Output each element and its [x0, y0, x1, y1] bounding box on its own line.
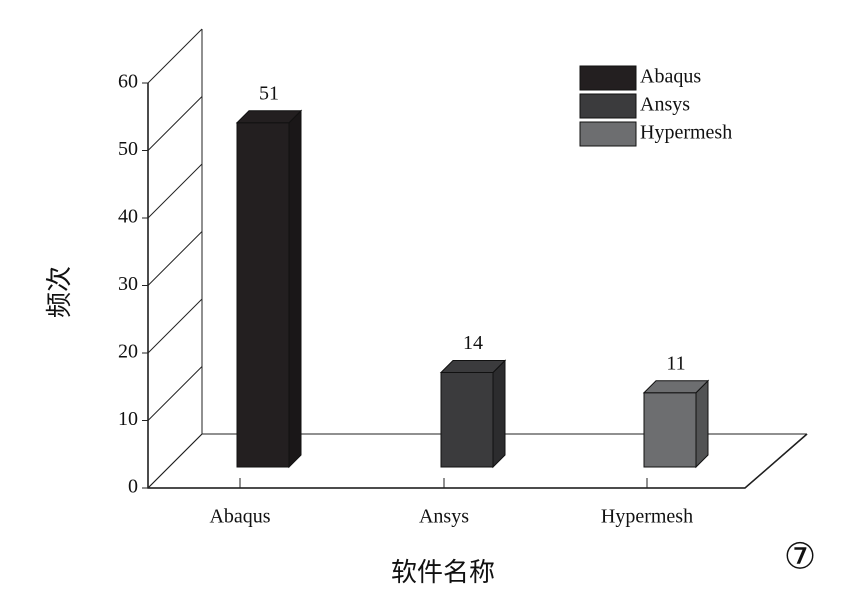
- grid-line: [147, 298, 203, 354]
- bar: [643, 392, 697, 468]
- bar-top: [642, 380, 710, 394]
- grid-line: [147, 163, 203, 219]
- legend-swatch: [579, 65, 637, 91]
- x-tick-label: Hypermesh: [601, 506, 693, 528]
- legend-label: Ansys: [640, 94, 690, 116]
- value-label: 11: [666, 352, 685, 374]
- bar-side: [695, 379, 709, 469]
- grid-line: [147, 231, 203, 286]
- value-label: 14: [463, 332, 483, 354]
- bar: [440, 372, 494, 468]
- y-tick-label: 40: [118, 206, 138, 228]
- y-tick-label: 10: [118, 408, 138, 430]
- floor-right-edge: [744, 433, 808, 489]
- x-tick-label: Abaqus: [209, 506, 270, 528]
- grid-line: [147, 433, 203, 489]
- y-axis-label: 频次: [45, 266, 74, 318]
- x-axis-label: 软件名称: [391, 558, 495, 587]
- y-tick-label: 50: [118, 138, 138, 160]
- bar-top: [235, 110, 303, 124]
- bar-side: [492, 359, 506, 469]
- bar-side: [288, 109, 302, 469]
- x-tick-label: Ansys: [419, 506, 469, 528]
- legend-swatch: [579, 93, 637, 119]
- y-tick-label: 20: [118, 341, 138, 363]
- y-tick-label: 0: [128, 476, 138, 498]
- bar: [236, 122, 290, 468]
- grid-line: [147, 28, 203, 84]
- y-tick-label: 30: [118, 273, 138, 295]
- bar-top: [439, 360, 507, 373]
- legend-swatch: [579, 121, 637, 147]
- legend-label: Hypermesh: [640, 122, 732, 144]
- grid-line: [147, 366, 203, 421]
- grid-line: [147, 96, 203, 151]
- legend-label: Abaqus: [640, 66, 701, 88]
- annotation: ⑦: [784, 536, 816, 576]
- y-tick-label: 60: [118, 71, 138, 93]
- value-label: 51: [259, 82, 279, 104]
